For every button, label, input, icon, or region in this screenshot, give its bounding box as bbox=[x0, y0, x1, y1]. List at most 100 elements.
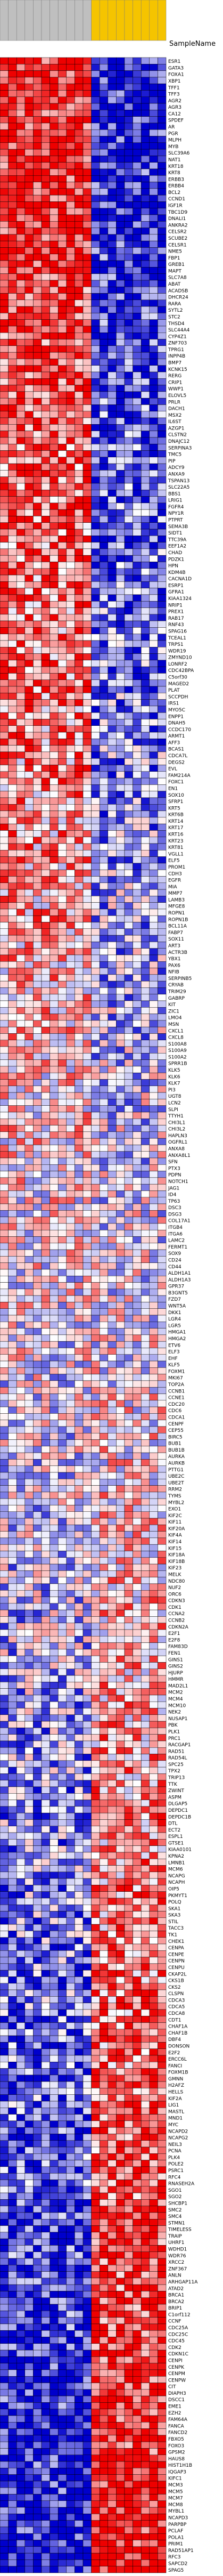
heatmap-cell bbox=[75, 601, 84, 608]
heatmap-cell bbox=[108, 1629, 117, 1637]
heatmap-cell bbox=[75, 1406, 84, 1414]
heatmap-cell bbox=[82, 719, 92, 726]
heatmap-cell bbox=[24, 686, 34, 693]
heatmap-cell bbox=[99, 1197, 109, 1204]
heatmap-cell bbox=[91, 594, 100, 602]
heatmap-cell bbox=[16, 856, 26, 864]
heatmap-cell bbox=[99, 1086, 109, 1093]
heatmap-cell bbox=[149, 935, 158, 942]
heatmap-cell bbox=[24, 333, 34, 339]
heatmap-cell bbox=[16, 1420, 26, 1427]
heatmap-cell bbox=[141, 739, 150, 746]
heatmap-cell bbox=[57, 1583, 67, 1591]
heatmap-cell bbox=[57, 391, 67, 399]
heatmap-cell bbox=[75, 896, 84, 903]
heatmap-cell bbox=[124, 555, 133, 562]
heatmap-cell bbox=[41, 70, 50, 78]
heatmap-cell bbox=[41, 1433, 50, 1440]
heatmap-cell bbox=[8, 1282, 17, 1290]
heatmap-cell bbox=[158, 1026, 167, 1034]
heatmap-cell bbox=[57, 1511, 67, 1519]
heatmap-cell bbox=[16, 129, 26, 136]
heatmap-cell bbox=[133, 948, 142, 955]
heatmap-cell bbox=[158, 712, 167, 719]
heatmap-cell bbox=[82, 1433, 92, 1440]
heatmap-cell bbox=[33, 876, 42, 883]
heatmap-cell bbox=[149, 201, 158, 208]
heatmap-cell bbox=[149, 188, 158, 196]
heatmap-cell bbox=[33, 70, 42, 78]
heatmap-cell bbox=[8, 1642, 17, 1650]
heatmap-cell bbox=[124, 1171, 133, 1178]
heatmap-cell bbox=[133, 896, 142, 903]
heatmap-cell bbox=[99, 935, 109, 942]
heatmap-cell bbox=[41, 686, 50, 693]
heatmap-cell bbox=[8, 1177, 17, 1185]
heatmap-cell bbox=[99, 1322, 109, 1328]
heatmap-cell bbox=[8, 968, 17, 975]
heatmap-cell bbox=[149, 156, 158, 163]
heatmap-cell bbox=[8, 195, 17, 202]
heatmap-cell bbox=[82, 771, 92, 779]
heatmap-cell bbox=[16, 1282, 26, 1290]
heatmap-cell bbox=[108, 1360, 117, 1368]
heatmap-cell bbox=[66, 240, 75, 248]
heatmap-cell bbox=[116, 1583, 125, 1591]
heatmap-cell bbox=[158, 634, 167, 641]
heatmap-cell bbox=[158, 751, 167, 759]
heatmap-cell bbox=[99, 1177, 109, 1185]
heatmap-cell bbox=[33, 1406, 42, 1414]
heatmap-cell bbox=[99, 594, 109, 602]
heatmap-cell bbox=[133, 1328, 142, 1335]
heatmap-cell bbox=[116, 627, 125, 634]
heatmap-cell bbox=[133, 1308, 142, 1316]
heatmap-cell bbox=[91, 483, 100, 490]
heatmap-cell bbox=[133, 620, 142, 628]
heatmap-cell bbox=[8, 1276, 17, 1283]
heatmap-cell bbox=[133, 994, 142, 1001]
heatmap-cell bbox=[91, 503, 100, 510]
heatmap-cell bbox=[149, 863, 158, 870]
heatmap-cell bbox=[75, 1190, 84, 1197]
heatmap-cell bbox=[99, 1459, 109, 1466]
heatmap-cell bbox=[66, 1131, 75, 1139]
heatmap-cell bbox=[57, 1138, 67, 1145]
heatmap-cell bbox=[33, 1014, 42, 1021]
heatmap-cell bbox=[41, 1131, 50, 1139]
heatmap-cell bbox=[99, 129, 109, 136]
heatmap-cell bbox=[133, 889, 142, 896]
heatmap-cell bbox=[108, 1308, 117, 1316]
heatmap-cell bbox=[33, 1308, 42, 1316]
heatmap-cell bbox=[0, 607, 9, 615]
heatmap-cell bbox=[49, 1217, 59, 1224]
heatmap-cell bbox=[116, 1551, 125, 1558]
heatmap-cell bbox=[8, 954, 17, 962]
heatmap-cell bbox=[41, 1282, 50, 1290]
heatmap-cell bbox=[75, 817, 84, 824]
heatmap-cell bbox=[82, 463, 92, 471]
heatmap-cell bbox=[8, 1295, 17, 1302]
heatmap-cell bbox=[133, 706, 142, 713]
heatmap-cell bbox=[82, 1413, 92, 1420]
heatmap-cell bbox=[82, 1131, 92, 1139]
heatmap-cell bbox=[16, 1099, 26, 1106]
heatmap-cell bbox=[116, 811, 125, 818]
heatmap-cell bbox=[8, 1518, 17, 1525]
heatmap-cell bbox=[16, 660, 26, 667]
heatmap-cell bbox=[124, 562, 133, 569]
heatmap-cell bbox=[16, 83, 26, 91]
heatmap-cell bbox=[108, 739, 117, 746]
heatmap-cell bbox=[149, 974, 158, 982]
heatmap-cell bbox=[108, 791, 117, 798]
heatmap-cell bbox=[149, 725, 158, 733]
heatmap-cell bbox=[141, 1308, 150, 1316]
heatmap-cell bbox=[158, 1033, 167, 1040]
heatmap-cell bbox=[0, 739, 9, 746]
heatmap-cell bbox=[124, 1092, 133, 1099]
heatmap-cell bbox=[108, 823, 117, 831]
heatmap-cell bbox=[49, 1125, 59, 1132]
heatmap-cell bbox=[66, 1066, 75, 1073]
heatmap-cell bbox=[49, 254, 59, 261]
heatmap-cell bbox=[57, 856, 67, 864]
heatmap-cell bbox=[116, 1315, 125, 1322]
